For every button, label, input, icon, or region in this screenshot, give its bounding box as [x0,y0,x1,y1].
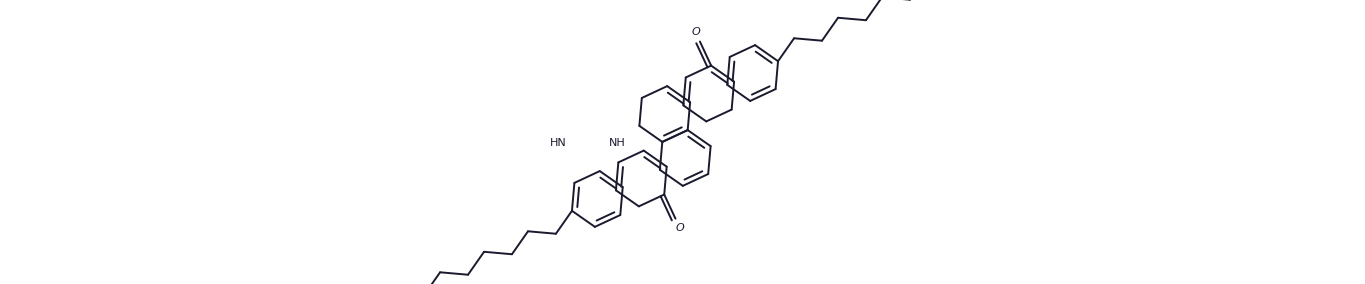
Text: HN: HN [550,138,566,148]
Text: O: O [691,28,700,37]
Text: O: O [676,223,684,233]
Text: NH: NH [609,138,625,148]
